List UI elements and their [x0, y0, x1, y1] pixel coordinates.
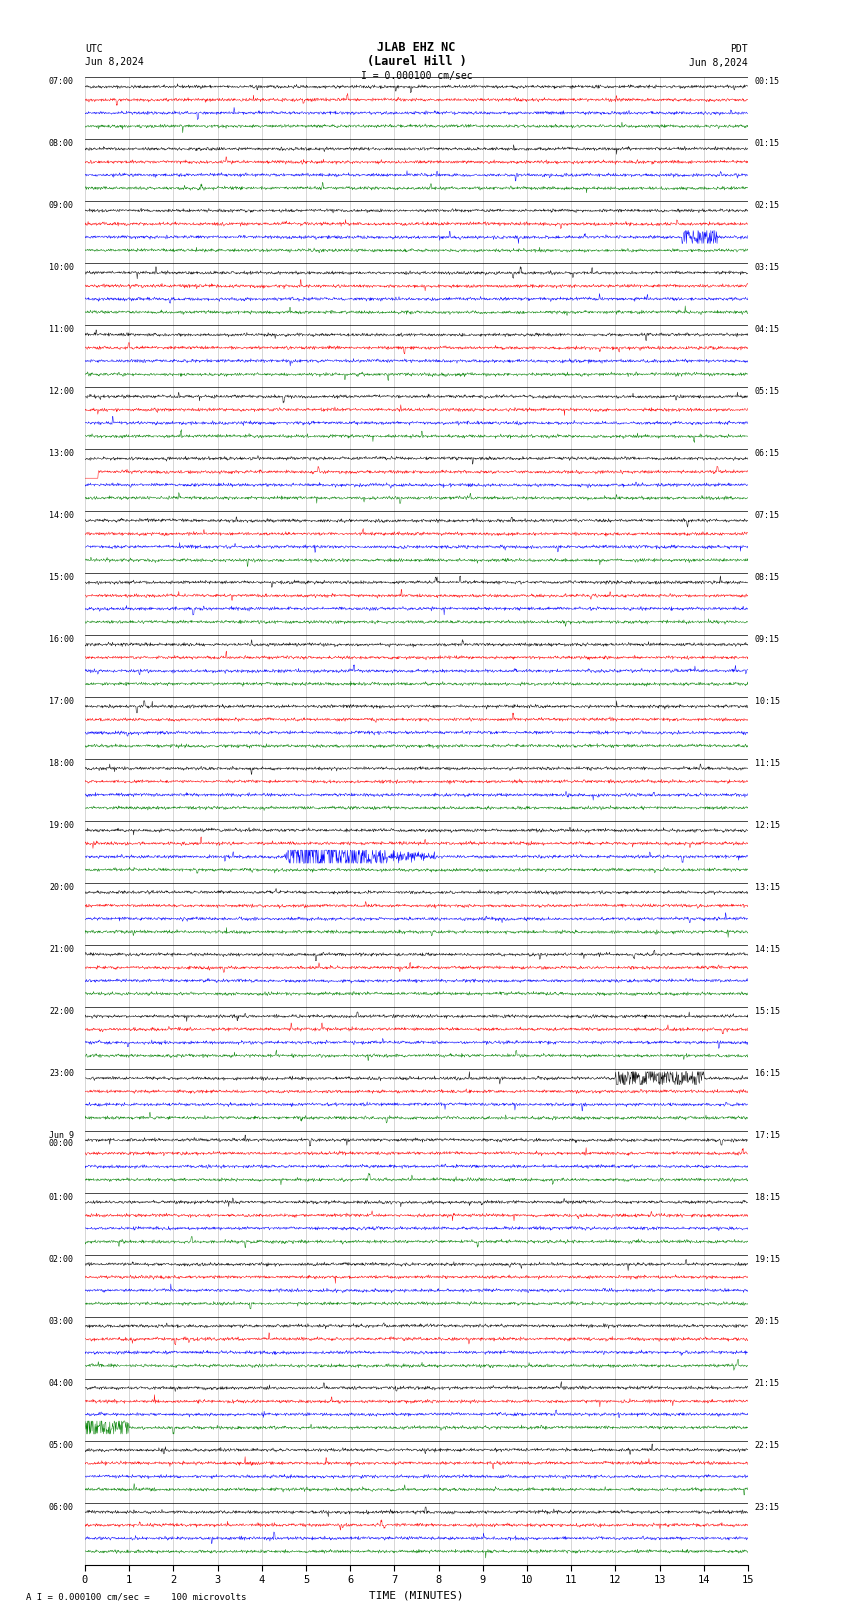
Text: 13:00: 13:00	[49, 448, 74, 458]
Text: 18:15: 18:15	[755, 1194, 779, 1202]
Text: 07:00: 07:00	[49, 77, 74, 87]
Text: 15:15: 15:15	[755, 1007, 779, 1016]
Text: Jun 9: Jun 9	[49, 1131, 74, 1140]
Text: 04:15: 04:15	[755, 326, 779, 334]
Text: A I = 0.000100 cm/sec =    100 microvolts: A I = 0.000100 cm/sec = 100 microvolts	[26, 1592, 246, 1602]
Text: 16:00: 16:00	[49, 636, 74, 644]
Text: 15:00: 15:00	[49, 573, 74, 582]
Text: 21:15: 21:15	[755, 1379, 779, 1387]
Text: 16:15: 16:15	[755, 1069, 779, 1077]
Text: 23:15: 23:15	[755, 1503, 779, 1511]
Text: 14:00: 14:00	[49, 511, 74, 519]
Text: 18:00: 18:00	[49, 760, 74, 768]
Text: 21:00: 21:00	[49, 945, 74, 953]
Text: 08:00: 08:00	[49, 139, 74, 148]
Text: PDT: PDT	[730, 44, 748, 53]
Text: I = 0.000100 cm/sec: I = 0.000100 cm/sec	[360, 71, 473, 82]
Text: JLAB EHZ NC: JLAB EHZ NC	[377, 40, 456, 53]
Text: 23:00: 23:00	[49, 1069, 74, 1077]
Text: 17:15: 17:15	[755, 1131, 779, 1140]
Text: 01:00: 01:00	[49, 1194, 74, 1202]
Text: 09:15: 09:15	[755, 636, 779, 644]
Text: 19:00: 19:00	[49, 821, 74, 831]
Text: 20:00: 20:00	[49, 882, 74, 892]
Text: 08:15: 08:15	[755, 573, 779, 582]
Text: 07:15: 07:15	[755, 511, 779, 519]
Text: 11:15: 11:15	[755, 760, 779, 768]
Text: 10:00: 10:00	[49, 263, 74, 273]
Text: 14:15: 14:15	[755, 945, 779, 953]
Text: 00:00: 00:00	[49, 1139, 74, 1147]
Text: 22:15: 22:15	[755, 1440, 779, 1450]
Text: 10:15: 10:15	[755, 697, 779, 706]
Text: 20:15: 20:15	[755, 1316, 779, 1326]
Text: (Laurel Hill ): (Laurel Hill )	[366, 55, 467, 68]
Text: 22:00: 22:00	[49, 1007, 74, 1016]
Text: 13:15: 13:15	[755, 882, 779, 892]
Text: 04:00: 04:00	[49, 1379, 74, 1387]
Text: UTC: UTC	[85, 44, 103, 53]
Text: 12:15: 12:15	[755, 821, 779, 831]
Text: 06:00: 06:00	[49, 1503, 74, 1511]
Text: 05:00: 05:00	[49, 1440, 74, 1450]
Text: Jun 8,2024: Jun 8,2024	[689, 58, 748, 68]
Text: 17:00: 17:00	[49, 697, 74, 706]
Text: 05:15: 05:15	[755, 387, 779, 397]
Text: 12:00: 12:00	[49, 387, 74, 397]
Text: 03:15: 03:15	[755, 263, 779, 273]
Text: 03:00: 03:00	[49, 1316, 74, 1326]
Text: Jun 8,2024: Jun 8,2024	[85, 56, 144, 66]
Text: 11:00: 11:00	[49, 326, 74, 334]
Text: 01:15: 01:15	[755, 139, 779, 148]
Text: 02:00: 02:00	[49, 1255, 74, 1263]
Text: 09:00: 09:00	[49, 202, 74, 210]
Text: 06:15: 06:15	[755, 448, 779, 458]
X-axis label: TIME (MINUTES): TIME (MINUTES)	[369, 1590, 464, 1600]
Text: 02:15: 02:15	[755, 202, 779, 210]
Text: 00:15: 00:15	[755, 77, 779, 87]
Text: 19:15: 19:15	[755, 1255, 779, 1263]
